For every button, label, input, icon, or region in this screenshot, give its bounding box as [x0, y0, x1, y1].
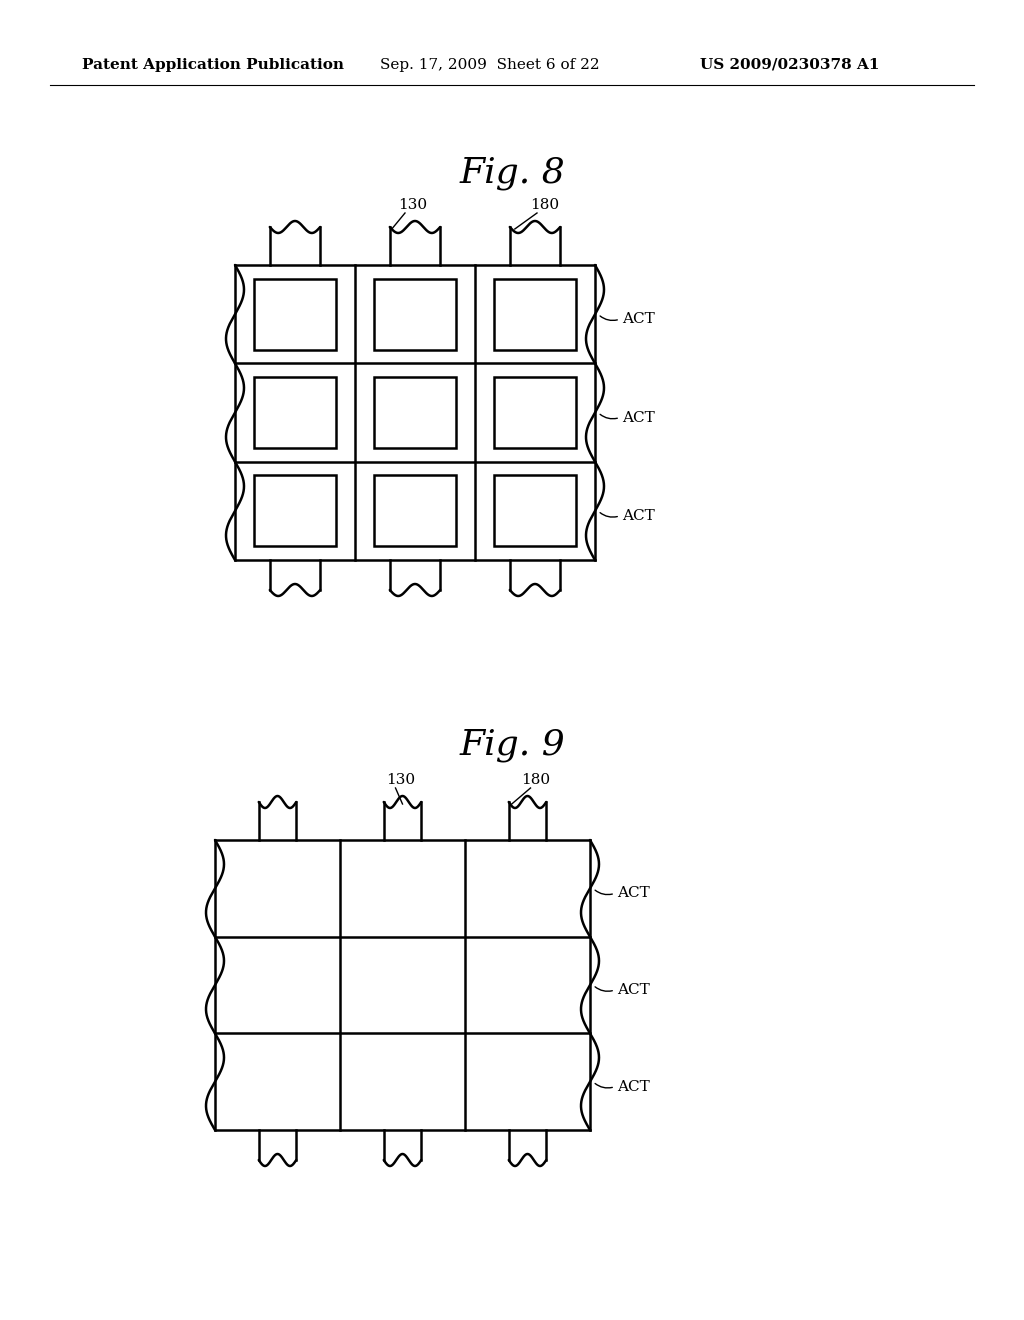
- Text: ACT: ACT: [622, 411, 654, 425]
- Bar: [374, 279, 456, 350]
- Bar: [254, 475, 336, 546]
- Bar: [495, 475, 575, 546]
- Text: ACT: ACT: [617, 1080, 650, 1094]
- Bar: [374, 475, 456, 546]
- Text: ACT: ACT: [622, 312, 654, 326]
- Bar: [495, 279, 575, 350]
- Bar: [495, 378, 575, 447]
- Text: 180: 180: [521, 774, 550, 787]
- Text: 180: 180: [530, 198, 559, 213]
- Text: ACT: ACT: [617, 983, 650, 997]
- Text: US 2009/0230378 A1: US 2009/0230378 A1: [700, 58, 880, 73]
- Text: Fig. 8: Fig. 8: [459, 156, 565, 190]
- Bar: [374, 378, 456, 447]
- Text: 130: 130: [398, 198, 428, 213]
- Text: Patent Application Publication: Patent Application Publication: [82, 58, 344, 73]
- Text: ACT: ACT: [617, 886, 650, 900]
- Text: Sep. 17, 2009  Sheet 6 of 22: Sep. 17, 2009 Sheet 6 of 22: [380, 58, 600, 73]
- Bar: [254, 279, 336, 350]
- Bar: [254, 378, 336, 447]
- Text: ACT: ACT: [622, 508, 654, 523]
- Text: 130: 130: [386, 774, 415, 787]
- Text: Fig. 9: Fig. 9: [459, 729, 565, 762]
